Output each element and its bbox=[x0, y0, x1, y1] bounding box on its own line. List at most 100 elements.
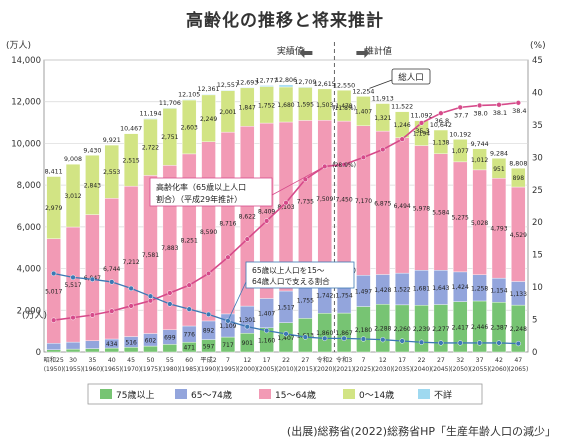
segment-label: 717 bbox=[222, 342, 234, 349]
x-tick-label: 50 bbox=[147, 357, 155, 364]
source-note: (出展)総務省(2022)総務省HP「生産年齢人口の減少」 bbox=[286, 425, 556, 438]
left-tick-label: 10,000 bbox=[11, 139, 41, 149]
actual-arrow bbox=[299, 48, 313, 58]
left-tick-label: 2,000 bbox=[17, 306, 41, 316]
total-label: 9,008 bbox=[64, 156, 82, 163]
x-tick-label: 12 bbox=[379, 357, 387, 364]
total-label: 8,808 bbox=[509, 160, 527, 167]
x-tick-year: (1965) bbox=[102, 366, 122, 373]
segment-label: 1,077 bbox=[452, 148, 469, 155]
segment-label: 8,716 bbox=[219, 221, 236, 228]
right-tick-label: 45 bbox=[532, 56, 543, 66]
left-tick-label: 14,000 bbox=[11, 56, 41, 66]
segment-label: 1,595 bbox=[297, 101, 314, 108]
segment-label: 2,288 bbox=[374, 326, 391, 333]
bar-segment bbox=[143, 345, 158, 353]
total-label: 12,550 bbox=[333, 82, 355, 89]
total-label: 11,092 bbox=[410, 113, 432, 120]
line-point bbox=[341, 335, 347, 342]
line-point bbox=[380, 146, 386, 153]
total-label: 12,105 bbox=[178, 92, 200, 99]
total-label: 11,706 bbox=[159, 100, 181, 107]
left-axis-unit: (万人) bbox=[6, 40, 31, 51]
x-tick-year: (2040) bbox=[412, 366, 432, 373]
x-tick-year: (2010) bbox=[276, 366, 296, 373]
legend-swatch bbox=[259, 389, 271, 399]
line-point bbox=[70, 274, 76, 281]
segment-label: 1,860 bbox=[316, 330, 333, 337]
segment-label: 516 bbox=[125, 339, 137, 346]
segment-label: 2,446 bbox=[471, 324, 488, 331]
left-tick-label: 4,000 bbox=[17, 265, 41, 275]
line-point bbox=[457, 340, 463, 346]
callout-leader bbox=[271, 166, 325, 196]
x-tick-year: (1985) bbox=[179, 366, 199, 373]
line-point bbox=[167, 290, 173, 296]
x-tick-year: (1960) bbox=[82, 366, 102, 373]
segment-label: 1,847 bbox=[239, 104, 256, 111]
total-label: 10,467 bbox=[120, 126, 142, 133]
x-tick-label: 30 bbox=[69, 357, 77, 364]
segment-label: 2,260 bbox=[394, 326, 411, 333]
segment-label: 2,387 bbox=[490, 325, 507, 332]
segment-label: 2,553 bbox=[103, 169, 120, 176]
right-tick-label: 10 bbox=[532, 283, 543, 293]
x-tick-year: (2055) bbox=[470, 366, 490, 373]
x-tick-year: (2030) bbox=[373, 366, 393, 373]
bar-segment bbox=[85, 348, 100, 353]
segment-label: 1,752 bbox=[258, 102, 275, 109]
line-point bbox=[457, 104, 463, 111]
segment-label: 1,680 bbox=[277, 102, 294, 109]
right-tick-label: 5 bbox=[532, 316, 537, 326]
x-tick-label: 35 bbox=[88, 357, 96, 364]
segment-label: 1,246 bbox=[394, 122, 411, 129]
line-point bbox=[128, 285, 134, 292]
line-point bbox=[476, 340, 483, 346]
segment-label: 4,793 bbox=[490, 226, 507, 233]
line-point bbox=[438, 340, 444, 346]
segment-label: 1,012 bbox=[471, 157, 488, 164]
bar-segment bbox=[201, 93, 216, 96]
x-tick-label: 22 bbox=[282, 357, 290, 364]
segment-label: 7,212 bbox=[123, 259, 140, 266]
bar-segment bbox=[240, 87, 255, 89]
right-tick-label: 25 bbox=[532, 186, 543, 196]
total-label: 9,430 bbox=[83, 147, 101, 154]
x-tick-year: (1990) bbox=[199, 366, 219, 373]
right-tick-label: 35 bbox=[532, 121, 543, 131]
segment-label: 2,722 bbox=[142, 145, 159, 152]
x-tick-label: 27 bbox=[301, 357, 309, 364]
x-tick-label: 60 bbox=[185, 357, 193, 364]
x-tick-label: 17 bbox=[263, 357, 271, 364]
line-value-label: 38.4 bbox=[512, 107, 526, 115]
segment-label: 1,194 bbox=[413, 131, 430, 138]
bar-segment bbox=[259, 85, 274, 87]
legend-swatch bbox=[418, 389, 430, 399]
x-tick-year: (1980) bbox=[160, 366, 180, 373]
x-tick-label: 45 bbox=[127, 357, 135, 364]
bar-segment bbox=[85, 155, 100, 215]
line-point bbox=[89, 312, 96, 318]
line-point bbox=[205, 311, 212, 318]
left-tick-label: 12,000 bbox=[11, 98, 41, 108]
segment-label: 1,503 bbox=[316, 102, 333, 109]
segment-label: 1,138 bbox=[432, 139, 449, 146]
x-tick-year: (2020) bbox=[315, 366, 335, 373]
segment-label: 1,681 bbox=[413, 285, 430, 292]
callout-text: 64歳人口で支える割合 bbox=[252, 276, 330, 286]
legend-label: 0～14歳 bbox=[359, 389, 394, 401]
right-tick-label: 15 bbox=[532, 251, 543, 261]
line-value-label: 38.0 bbox=[473, 109, 487, 117]
segment-label: 1,522 bbox=[394, 286, 411, 293]
line-point bbox=[515, 100, 521, 106]
segment-label: 951 bbox=[493, 166, 505, 173]
line-point bbox=[283, 331, 289, 337]
line-value-label: 38.1 bbox=[493, 109, 507, 117]
bar-segment bbox=[85, 340, 100, 349]
line-point bbox=[51, 317, 57, 323]
segment-label: 1,407 bbox=[258, 311, 275, 318]
line-point bbox=[186, 282, 192, 288]
line-point bbox=[438, 110, 444, 116]
bar-segment bbox=[220, 89, 236, 91]
line-value-label: 37.7 bbox=[454, 111, 468, 119]
